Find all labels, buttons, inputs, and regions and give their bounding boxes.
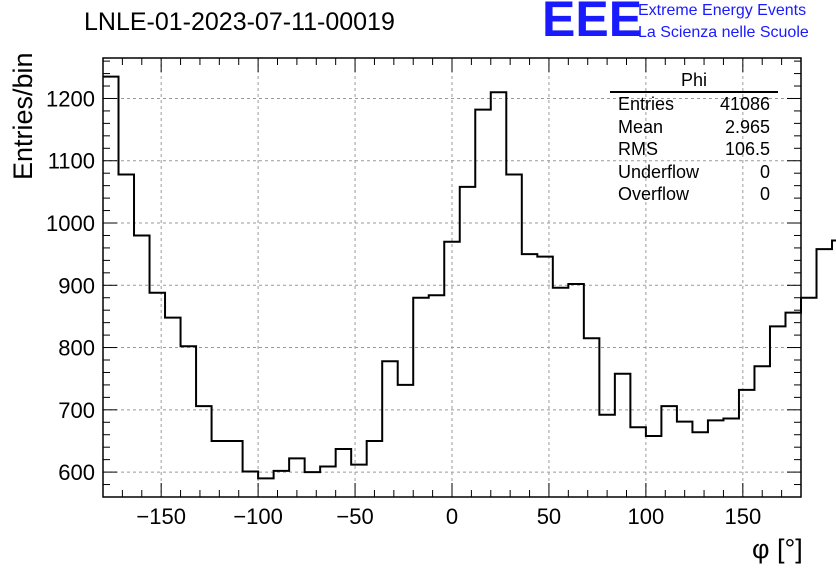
chart-title: LNLE-01-2023-07-11-00019 (84, 8, 395, 36)
x-tick-label: −150 (136, 504, 186, 529)
stats-label: RMS (618, 139, 658, 160)
stats-value: 106.5 (724, 139, 770, 160)
stats-row: Entries 41086 (610, 93, 778, 116)
x-axis-label: φ [°] (752, 534, 803, 564)
logo-mark: EEE (542, 0, 643, 47)
stats-row: RMS 106.5 (610, 138, 778, 161)
stats-row: Overflow 0 (610, 183, 778, 206)
y-tick-label: 700 (58, 398, 95, 423)
y-tick-label: 1000 (46, 211, 95, 236)
logo-line-1: Extreme Energy Events (638, 2, 807, 19)
stats-value: 0 (759, 161, 770, 182)
x-tick-label: 50 (537, 504, 561, 529)
stats-label: Overflow (618, 184, 690, 205)
x-tick-label: 150 (724, 504, 761, 529)
stats-value: 2.965 (724, 116, 770, 137)
y-tick-label: 800 (58, 336, 95, 361)
stats-label: Underflow (618, 161, 700, 182)
y-axis-label: Entries/bin (8, 52, 38, 180)
y-tick-label: 600 (58, 460, 95, 485)
y-tick-label: 900 (58, 273, 95, 298)
x-tick-label: 0 (446, 504, 458, 529)
stats-label: Mean (618, 116, 664, 137)
stats-row: Mean 2.965 (610, 116, 778, 139)
stats-value: 0 (759, 184, 770, 205)
stats-label: Entries (618, 94, 675, 114)
x-tick-label: 100 (628, 504, 665, 529)
stats-title: Phi (610, 70, 778, 93)
stats-box: Phi Entries 41086 Mean 2.965 RMS 106.5 Unde… (610, 70, 778, 206)
y-tick-label: 1200 (46, 86, 95, 111)
histogram-line (103, 75, 836, 480)
stats-value: 41086 (719, 94, 770, 114)
logo-line-2: La Scienza nelle Scuole (638, 24, 809, 41)
x-tick-label: −50 (336, 504, 373, 529)
stats-row: Underflow 0 (610, 161, 778, 184)
x-tick-label: −100 (233, 504, 283, 529)
y-tick-label: 1100 (48, 149, 95, 174)
eee-logo: EEE Extreme Energy Events La Scienza nel… (542, 0, 832, 48)
